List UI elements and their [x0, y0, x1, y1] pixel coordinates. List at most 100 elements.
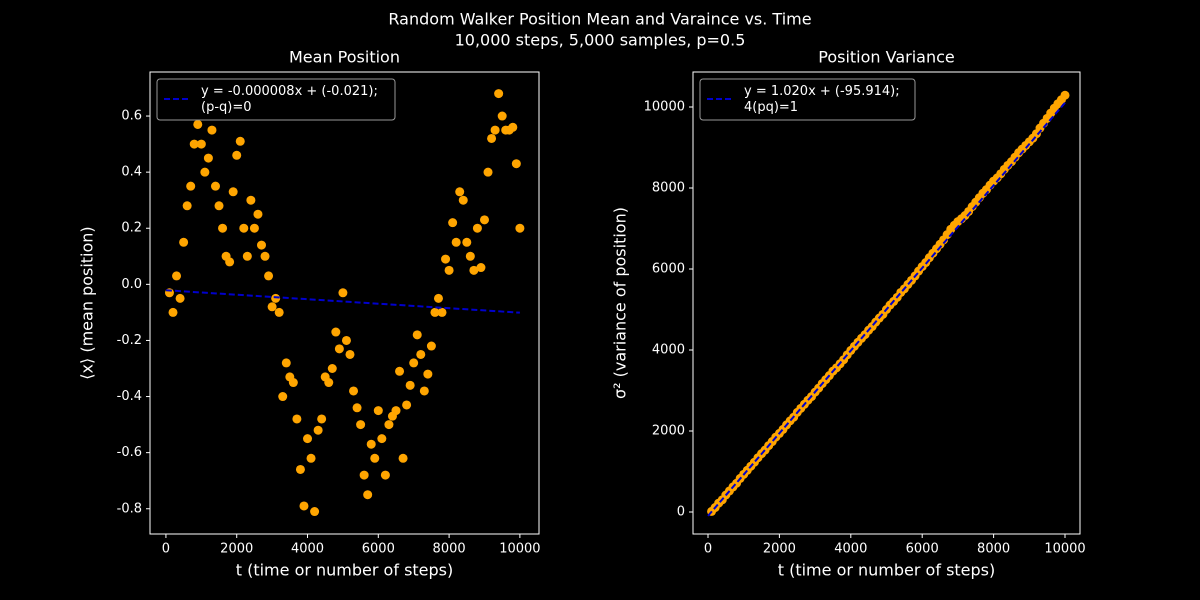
- scatter-point: [458, 195, 468, 205]
- x-axis-label: t (time or number of steps): [236, 561, 454, 580]
- y-tick-label: -0.2: [117, 333, 142, 348]
- scatter-point: [253, 209, 263, 219]
- scatter-point: [331, 327, 341, 337]
- y-axis-label: σ² (variance of position): [611, 207, 630, 399]
- scatter-point: [380, 470, 390, 480]
- scatter-point: [295, 464, 305, 474]
- scatter-point: [274, 307, 284, 317]
- x-tick-label: 2000: [220, 542, 253, 557]
- scatter-point: [338, 288, 348, 298]
- scatter-point: [239, 223, 249, 233]
- scatter-point: [465, 251, 475, 261]
- scatter-point: [441, 254, 451, 264]
- x-tick-label: 0: [162, 542, 170, 557]
- scatter-point: [494, 89, 504, 99]
- scatter-point: [412, 330, 422, 340]
- scatter-point: [193, 119, 203, 129]
- y-tick-label: -0.4: [117, 389, 142, 404]
- x-tick-label: 4000: [834, 542, 867, 557]
- scatter-point: [476, 263, 486, 273]
- scatter-point: [416, 349, 426, 359]
- scatter-point: [242, 251, 252, 261]
- scatter-point: [455, 187, 465, 197]
- scatter-point: [472, 223, 482, 233]
- scatter-point: [310, 507, 320, 517]
- scatter-point: [232, 150, 242, 160]
- legend: y = -0.000008x + (-0.021); (p-q)=0: [156, 78, 396, 121]
- scatter-point: [324, 378, 334, 388]
- scatter-point: [370, 453, 380, 463]
- y-tick-label: 6000: [652, 261, 685, 276]
- scatter-point: [210, 181, 220, 191]
- scatter-point: [288, 378, 298, 388]
- scatter-point: [366, 439, 376, 449]
- scatter-point: [278, 392, 288, 402]
- scatter-point: [508, 122, 518, 132]
- legend-label: y = -0.000008x + (-0.021); (p-q)=0: [201, 84, 378, 115]
- scatter-point: [363, 490, 373, 500]
- scatter-point: [1060, 90, 1070, 100]
- plot-frame: [692, 71, 1081, 535]
- figure-subtitle: 10,000 steps, 5,000 samples, p=0.5: [455, 31, 746, 50]
- scatter-point: [306, 453, 316, 463]
- scatter-point: [292, 414, 302, 424]
- scatter-point: [175, 293, 185, 303]
- y-tick-label: -0.6: [117, 445, 142, 460]
- x-axis-label: t (time or number of steps): [778, 561, 996, 580]
- scatter-point: [405, 380, 415, 390]
- scatter-point: [249, 223, 259, 233]
- scatter-point: [264, 271, 274, 281]
- x-tick-label: 10000: [1044, 542, 1085, 557]
- scatter-point: [196, 139, 206, 149]
- scatter-point: [299, 501, 309, 511]
- scatter-point: [462, 237, 472, 247]
- scatter-point: [207, 125, 217, 135]
- scatter-point: [246, 195, 256, 205]
- scatter-point: [281, 358, 291, 368]
- scatter-point: [373, 406, 383, 416]
- fit-line: [165, 289, 520, 314]
- scatter-point: [235, 136, 245, 146]
- scatter-point: [317, 414, 327, 424]
- scatter-point: [515, 223, 525, 233]
- scatter-point: [444, 265, 454, 275]
- scatter-point: [433, 293, 443, 303]
- axes-title: Position Variance: [818, 48, 955, 67]
- x-tick-label: 4000: [291, 542, 324, 557]
- legend: y = 1.020x + (-95.914); 4(pq)=1: [699, 78, 916, 121]
- y-tick-label: 0: [677, 505, 685, 520]
- y-tick-label: 0.4: [121, 165, 142, 180]
- scatter-point: [426, 341, 436, 351]
- scatter-point: [437, 307, 447, 317]
- y-tick-label: 0.6: [121, 109, 142, 124]
- scatter-point: [189, 139, 199, 149]
- scatter-point: [267, 302, 277, 312]
- scatter-point: [398, 453, 408, 463]
- legend-box: [156, 78, 396, 121]
- x-tick-label: 10000: [499, 542, 540, 557]
- scatter-point: [469, 265, 479, 275]
- scatter-point: [172, 271, 182, 281]
- scatter-point: [349, 386, 359, 396]
- scatter-point: [384, 420, 394, 430]
- scatter-point: [451, 237, 461, 247]
- scatter-point: [430, 307, 440, 317]
- scatter-point: [402, 400, 412, 410]
- scatter-point: [356, 420, 366, 430]
- scatter-point: [377, 434, 387, 444]
- scatter-point: [359, 470, 369, 480]
- y-tick-label: 4000: [652, 343, 685, 358]
- axes-title: Mean Position: [289, 48, 400, 67]
- scatter-point: [313, 425, 323, 435]
- scatter-point: [186, 181, 196, 191]
- x-tick-label: 8000: [977, 542, 1010, 557]
- x-tick-label: 0: [704, 542, 712, 557]
- y-tick-label: 8000: [652, 180, 685, 195]
- y-tick-label: 0.0: [121, 277, 142, 292]
- y-axis-label: ⟨x⟩ (mean position): [78, 226, 97, 379]
- x-tick-label: 6000: [906, 542, 939, 557]
- scatter-point: [497, 111, 507, 121]
- scatter-point: [483, 167, 493, 177]
- scatter-point: [448, 218, 458, 228]
